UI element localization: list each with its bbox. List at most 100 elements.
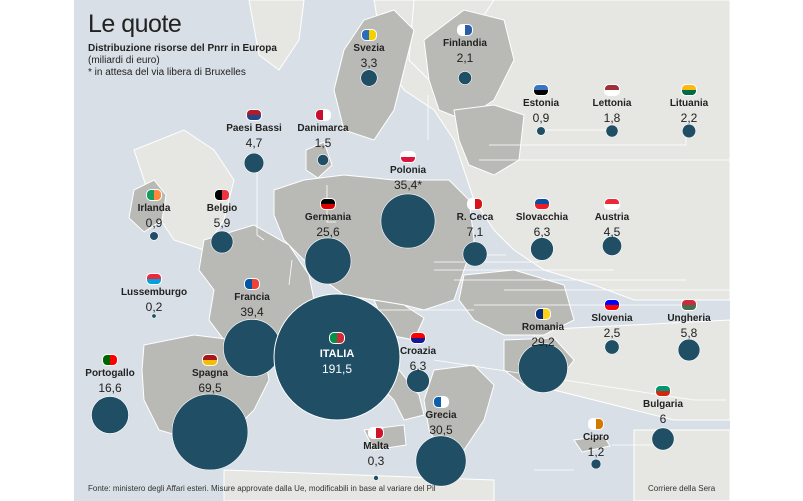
country-value: 25,6: [316, 225, 340, 239]
bubble-malta: [373, 475, 379, 481]
lithuania-flag-icon: [681, 84, 697, 96]
country-value: 6: [659, 412, 667, 426]
country-name: Ungheria: [667, 313, 711, 324]
bubble-romania: [518, 343, 568, 393]
country-name: ITALIA: [319, 348, 355, 360]
country-name: Malta: [363, 441, 389, 452]
austria-flag-icon: [604, 198, 620, 210]
leader-lines: [256, 95, 730, 471]
hungary-flag-icon: [681, 299, 697, 311]
bubble-lussemburgo: [151, 313, 157, 319]
source-note: Fonte: ministero degli Affari esteri. Mi…: [88, 484, 436, 493]
bubble-grecia: [415, 435, 467, 487]
country-value: 6,3: [533, 225, 551, 239]
country-name: Germania: [304, 212, 352, 223]
bubble-croazia: [406, 369, 430, 393]
germany-flag-icon: [320, 198, 336, 210]
ireland-flag-icon: [146, 189, 162, 201]
country-value: 2,2: [680, 111, 698, 125]
country-value: 2,1: [456, 51, 474, 65]
country-value: 4,7: [245, 136, 263, 150]
bubble-ungheria: [677, 338, 701, 362]
country-value: 30,5: [429, 423, 453, 437]
bubble-svezia: [360, 69, 378, 87]
bubble-germania: [304, 237, 352, 285]
france-flag-icon: [244, 278, 260, 290]
luxembourg-flag-icon: [146, 273, 162, 285]
country-name: Danimarca: [297, 123, 349, 134]
country-name: Paesi Bassi: [226, 123, 282, 134]
country-value: 1,8: [603, 111, 621, 125]
bubble-polonia: [380, 193, 436, 249]
country-name: Croazia: [399, 346, 437, 357]
country-name: Lettonia: [592, 98, 632, 109]
map-panel: [74, 0, 730, 501]
bubble-slovacchia: [530, 237, 554, 261]
bubble-italia: [273, 293, 401, 421]
country-name: Estonia: [522, 98, 560, 109]
country-name: Francia: [234, 292, 270, 303]
spain-flag-icon: [202, 354, 218, 366]
country-name: Finlandia: [443, 38, 487, 49]
country-name: Slovacchia: [515, 212, 569, 223]
country-value: 5,9: [213, 216, 231, 230]
country-name: Lussemburgo: [120, 287, 188, 298]
country-value: 2,5: [603, 326, 621, 340]
country-value: 39,4: [240, 305, 264, 319]
country-name: Svezia: [353, 43, 385, 54]
bubble-austria: [602, 236, 622, 256]
portugal-flag-icon: [102, 354, 118, 366]
country-value: 1,5: [314, 136, 332, 150]
italy-flag-icon: [329, 332, 345, 344]
bubble-belgio: [210, 230, 234, 254]
country-name: R. Ceca: [456, 212, 494, 223]
country-value: 191,5: [321, 362, 353, 376]
netherlands-flag-icon: [246, 109, 262, 121]
bubble-slovenia: [604, 339, 620, 355]
estonia-flag-icon: [533, 84, 549, 96]
country-name: Spagna: [191, 368, 229, 379]
country-value: 1,2: [587, 445, 605, 459]
map-subtitle: Distribuzione risorse del Pnrr in Europa: [88, 43, 277, 54]
credit: Corriere della Sera: [648, 484, 716, 493]
country-name: Grecia: [425, 410, 457, 421]
bubble-layer: [91, 69, 701, 487]
cyprus-flag-icon: [588, 418, 604, 430]
country-name: Austria: [594, 212, 630, 223]
country-value: 0,9: [145, 216, 163, 230]
finland-flag-icon: [457, 24, 473, 36]
slovenia-flag-icon: [604, 299, 620, 311]
country-name: Irlanda: [137, 203, 171, 214]
country-name: Cipro: [582, 432, 610, 443]
bubble-finlandia: [458, 71, 472, 85]
country-value: 0,2: [145, 300, 163, 314]
denmark-flag-icon: [315, 109, 331, 121]
malta-flag-icon: [368, 427, 384, 439]
bubble-irlanda: [149, 231, 159, 241]
unit-label: (miliardi di euro): [88, 55, 160, 66]
country-value: 7,1: [466, 225, 484, 239]
croatia-flag-icon: [410, 332, 426, 344]
country-name: Slovenia: [591, 313, 633, 324]
country-name: Romania: [521, 322, 565, 333]
europe-map: [91, 0, 730, 501]
country-value: 69,5: [198, 381, 222, 395]
country-value: 0,3: [367, 454, 385, 468]
romania-flag-icon: [535, 308, 551, 320]
latvia-flag-icon: [604, 84, 620, 96]
country-name: Lituania: [669, 98, 709, 109]
map-title: Le quote: [88, 10, 182, 38]
country-value: 6,3: [409, 359, 427, 373]
czechia-flag-icon: [467, 198, 483, 210]
bubble-lituania: [681, 123, 697, 139]
slovakia-flag-icon: [534, 198, 550, 210]
country-value: 3,3: [360, 56, 378, 70]
bubble-spagna: [171, 393, 249, 471]
country-name: Belgio: [206, 203, 238, 214]
greece-flag-icon: [433, 396, 449, 408]
footnote: * in attesa del via libera di Bruxelles: [88, 67, 246, 78]
bubble-estonia: [536, 126, 546, 136]
country-value: 16,6: [98, 381, 122, 395]
bubble-bulgaria: [651, 427, 675, 451]
bubble-lettonia: [605, 124, 619, 138]
